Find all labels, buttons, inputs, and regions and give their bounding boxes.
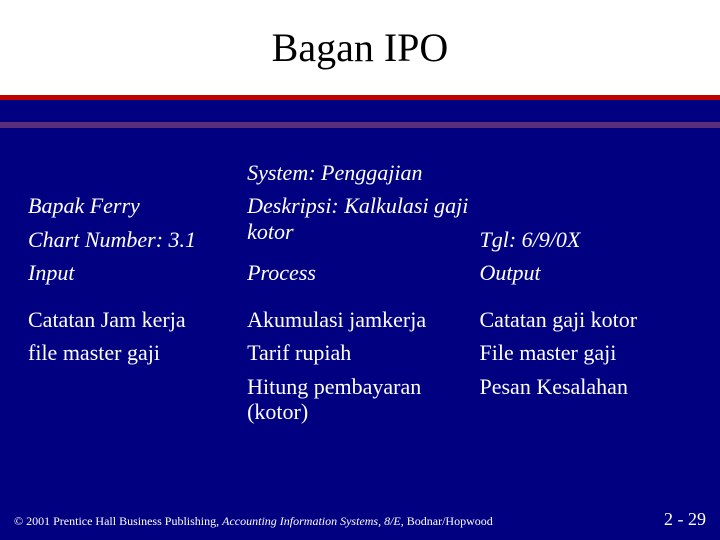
header-row: Input Process Output xyxy=(28,256,692,289)
spacer-row xyxy=(28,289,692,303)
page-number: 2 - 29 xyxy=(664,509,706,530)
header-process: Process xyxy=(247,256,479,289)
copyright-text: © 2001 Prentice Hall Business Publishing… xyxy=(14,514,493,529)
meta-system: System: Penggajian xyxy=(247,156,479,189)
meta-chart-number: Chart Number: 3.1 xyxy=(28,223,247,256)
meta-row-1: System: Penggajian xyxy=(28,156,692,189)
table-row: Hitung pembayaran (kotor) Pesan Kesalaha… xyxy=(28,370,692,429)
footer: © 2001 Prentice Hall Business Publishing… xyxy=(14,509,706,530)
meta-row-2: Bapak Ferry Deskripsi: Kalkulasi gaji ko… xyxy=(28,189,692,222)
divider-red xyxy=(0,95,720,100)
cell-process: Tarif rupiah xyxy=(247,336,479,369)
meta-right-blank-2 xyxy=(480,189,693,222)
meta-author: Bapak Ferry xyxy=(28,189,247,222)
meta-description: Deskripsi: Kalkulasi gaji kotor xyxy=(247,189,479,256)
header-input: Input xyxy=(28,256,247,289)
cell-output: Pesan Kesalahan xyxy=(480,370,693,429)
cell-process: Akumulasi jamkerja xyxy=(247,303,479,336)
copyright-book: Accounting Information Systems, 8/E xyxy=(222,514,401,528)
copyright-suffix: , Bodnar/Hopwood xyxy=(401,514,493,528)
meta-date: Tgl: 6/9/0X xyxy=(480,223,693,256)
cell-input: Catatan Jam kerja xyxy=(28,303,247,336)
title-band: Bagan IPO xyxy=(0,0,720,95)
content-area: System: Penggajian Bapak Ferry Deskripsi… xyxy=(0,128,720,428)
cell-input xyxy=(28,370,247,429)
header-output: Output xyxy=(480,256,693,289)
meta-right-blank xyxy=(480,156,693,189)
table-row: file master gaji Tarif rupiah File maste… xyxy=(28,336,692,369)
meta-left-blank xyxy=(28,156,247,189)
cell-input: file master gaji xyxy=(28,336,247,369)
table-row: Catatan Jam kerja Akumulasi jamkerja Cat… xyxy=(28,303,692,336)
cell-output: File master gaji xyxy=(480,336,693,369)
ipo-table: System: Penggajian Bapak Ferry Deskripsi… xyxy=(28,156,692,428)
cell-process: Hitung pembayaran (kotor) xyxy=(247,370,479,429)
page-title: Bagan IPO xyxy=(272,24,449,71)
cell-output: Catatan gaji kotor xyxy=(480,303,693,336)
copyright-prefix: © 2001 Prentice Hall Business Publishing… xyxy=(14,514,222,528)
